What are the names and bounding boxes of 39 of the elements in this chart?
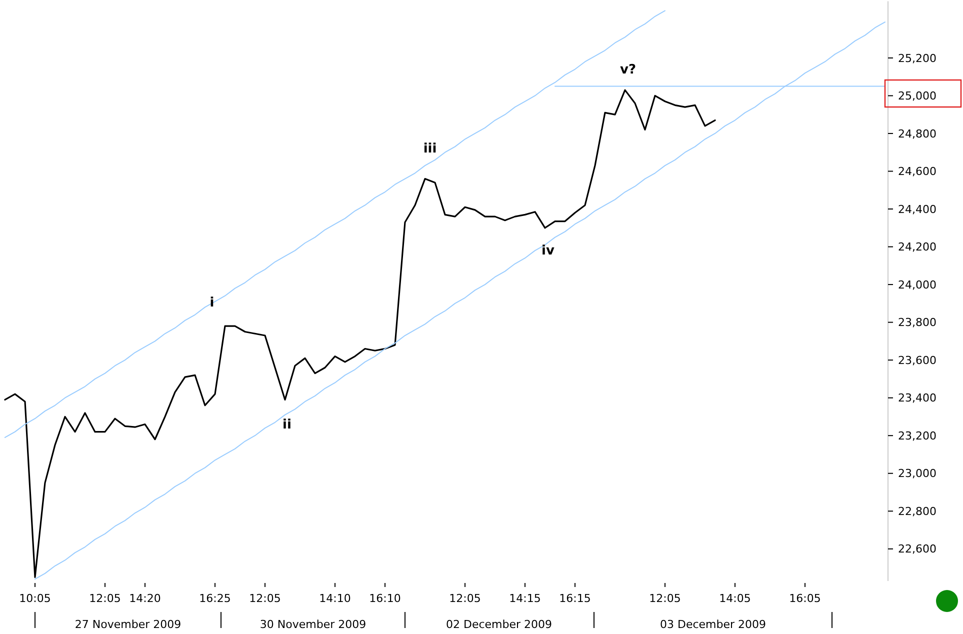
y-tick-label: 23,400	[898, 392, 936, 405]
y-tick-label: 23,800	[898, 316, 936, 330]
y-tick-label: 24,600	[898, 165, 936, 178]
y-tick-label: 23,000	[898, 467, 936, 480]
x-tick-label: 10:05	[19, 592, 51, 605]
annotation: i	[210, 296, 214, 311]
y-tick-label: 23,600	[898, 354, 936, 367]
annotation: v?	[620, 62, 636, 78]
text: 30 November 2009	[260, 618, 366, 631]
line-series	[4, 89, 716, 578]
text: 02 December 2009	[446, 618, 552, 631]
y-tick-label: 24,800	[898, 127, 936, 140]
annotation: iv	[542, 244, 555, 259]
x-tick-label: 12:05	[89, 592, 121, 605]
x-tick-label: 16:05	[789, 592, 821, 605]
text: 03 December 2009	[660, 618, 766, 631]
x-tick-label: 14:05	[719, 592, 751, 605]
y-tick-label: 25,200	[898, 52, 936, 65]
annotation: ii	[282, 418, 292, 433]
x-tick-label: 12:05	[649, 592, 681, 605]
line-series	[34, 22, 886, 580]
y-tick-label: 22,800	[898, 504, 936, 518]
y-tick-label: 22,600	[898, 542, 936, 556]
annotation: iii	[423, 142, 437, 157]
x-tick-label: 12:05	[449, 592, 481, 605]
x-tick-label: 16:10	[369, 592, 401, 605]
y-tick-label: 24,400	[898, 202, 936, 216]
y-tick-label: 25,000	[898, 90, 936, 103]
x-tick-label: 16:25	[199, 592, 231, 605]
y-tick-label: 24,200	[898, 240, 936, 254]
y-tick-label: 24,000	[898, 278, 936, 292]
y-tick-label: 23,200	[898, 429, 936, 442]
x-tick-label: 16:15	[559, 592, 591, 605]
x-tick-label: 14:10	[319, 592, 351, 605]
x-tick-label: 14:15	[509, 592, 541, 605]
x-tick-label: 12:05	[249, 592, 281, 605]
text: 27 November 2009	[74, 618, 182, 631]
line-series	[4, 10, 666, 438]
x-tick-label: 14:20	[129, 592, 161, 605]
